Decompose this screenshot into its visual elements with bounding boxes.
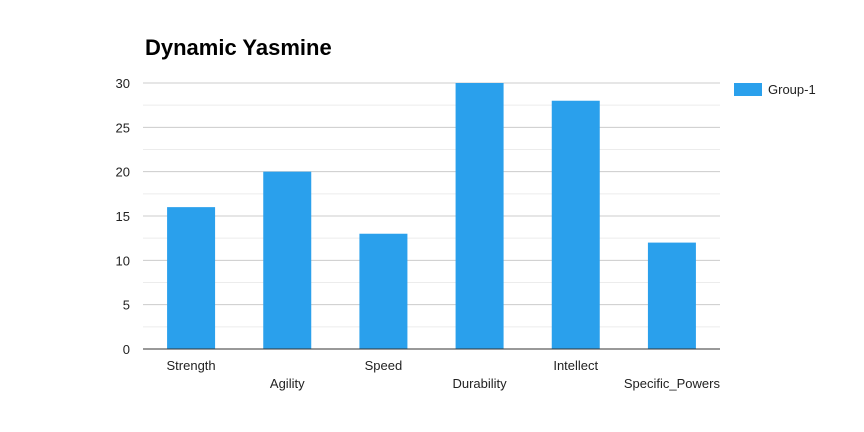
bar-intellect bbox=[551, 100, 600, 349]
bar-durability bbox=[455, 83, 504, 349]
x-axis-ticks: Strength Agility Speed Durability Intellect S… bbox=[167, 358, 721, 391]
x-tick-label: Specific_Powers bbox=[624, 376, 721, 391]
bar-speed bbox=[359, 233, 408, 349]
gridlines bbox=[143, 82, 720, 328]
y-tick-label: 25 bbox=[116, 120, 130, 135]
x-tick-label: Speed bbox=[365, 358, 403, 373]
bar-agility bbox=[263, 171, 312, 349]
legend: Group-1 bbox=[734, 82, 816, 97]
legend-swatch-group-1 bbox=[734, 83, 762, 96]
y-axis-ticks: 0 5 10 15 20 25 30 bbox=[116, 76, 130, 357]
bars bbox=[167, 83, 696, 349]
chart-title: Dynamic Yasmine bbox=[145, 35, 332, 60]
y-tick-label: 30 bbox=[116, 76, 130, 91]
bar-specific-powers bbox=[647, 242, 696, 349]
bar-strength bbox=[167, 207, 216, 349]
x-tick-label: Strength bbox=[167, 358, 216, 373]
x-tick-label: Intellect bbox=[553, 358, 598, 373]
y-tick-label: 0 bbox=[123, 342, 130, 357]
y-tick-label: 10 bbox=[116, 253, 130, 268]
y-tick-label: 5 bbox=[123, 298, 130, 313]
x-tick-label: Durability bbox=[452, 376, 507, 391]
y-tick-label: 20 bbox=[116, 165, 130, 180]
y-tick-label: 15 bbox=[116, 209, 130, 224]
x-tick-label: Agility bbox=[270, 376, 305, 391]
legend-label-group-1: Group-1 bbox=[768, 82, 816, 97]
